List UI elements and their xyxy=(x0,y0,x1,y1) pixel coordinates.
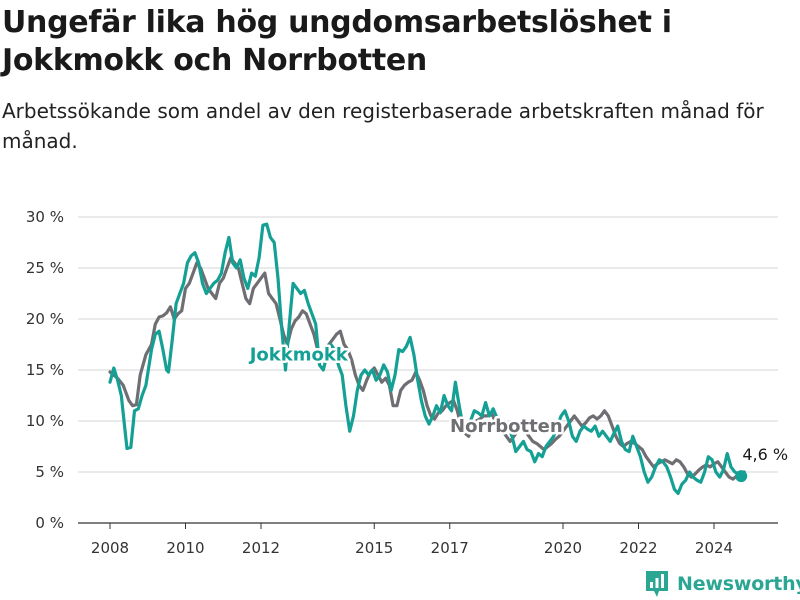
brand-name: Newsworthy xyxy=(677,573,800,595)
series-labels: Jokkmokk Norrbotten 4,6 % xyxy=(245,342,790,483)
y-tick-label: 5 % xyxy=(35,463,64,481)
x-tick-label: 2010 xyxy=(166,539,204,557)
x-tick-label: 2020 xyxy=(544,539,582,557)
y-tick-label: 0 % xyxy=(35,514,64,532)
series-label-norrbotten: Norrbotten xyxy=(450,416,563,437)
series-label-jokkmokk: Jokkmokk xyxy=(248,345,349,366)
series-line-jokkmokk xyxy=(108,222,743,495)
x-axis: 2008 2010 2012 2015 2017 2020 2022 2024 xyxy=(91,523,733,557)
y-axis: 0 % 5 % 10 % 15 % 20 % 25 % 30 % xyxy=(26,208,64,532)
end-value-label: 4,6 % xyxy=(742,445,788,464)
page-subtitle: Arbetssökande som andel av den registerb… xyxy=(2,99,764,153)
x-tick-label: 2024 xyxy=(695,539,733,557)
x-tick-label: 2012 xyxy=(242,539,280,557)
y-tick-label: 15 % xyxy=(26,361,64,379)
bar-chart-logo-icon xyxy=(646,571,668,597)
x-tick-label: 2015 xyxy=(355,539,393,557)
end-point-marker xyxy=(735,470,748,483)
page-title: Ungefär lika hög ungdomsarbetslöshet i J… xyxy=(2,5,672,78)
grid-lines xyxy=(78,216,778,524)
y-tick-label: 30 % xyxy=(26,208,64,226)
x-tick-label: 2008 xyxy=(91,539,129,557)
series-layer xyxy=(108,222,746,495)
x-tick-label: 2022 xyxy=(619,539,657,557)
x-tick-label: 2017 xyxy=(431,539,469,557)
y-tick-label: 25 % xyxy=(26,259,64,277)
y-tick-label: 20 % xyxy=(26,310,64,328)
y-tick-label: 10 % xyxy=(26,412,64,430)
brand-logo[interactable]: Newsworthy xyxy=(644,568,800,600)
